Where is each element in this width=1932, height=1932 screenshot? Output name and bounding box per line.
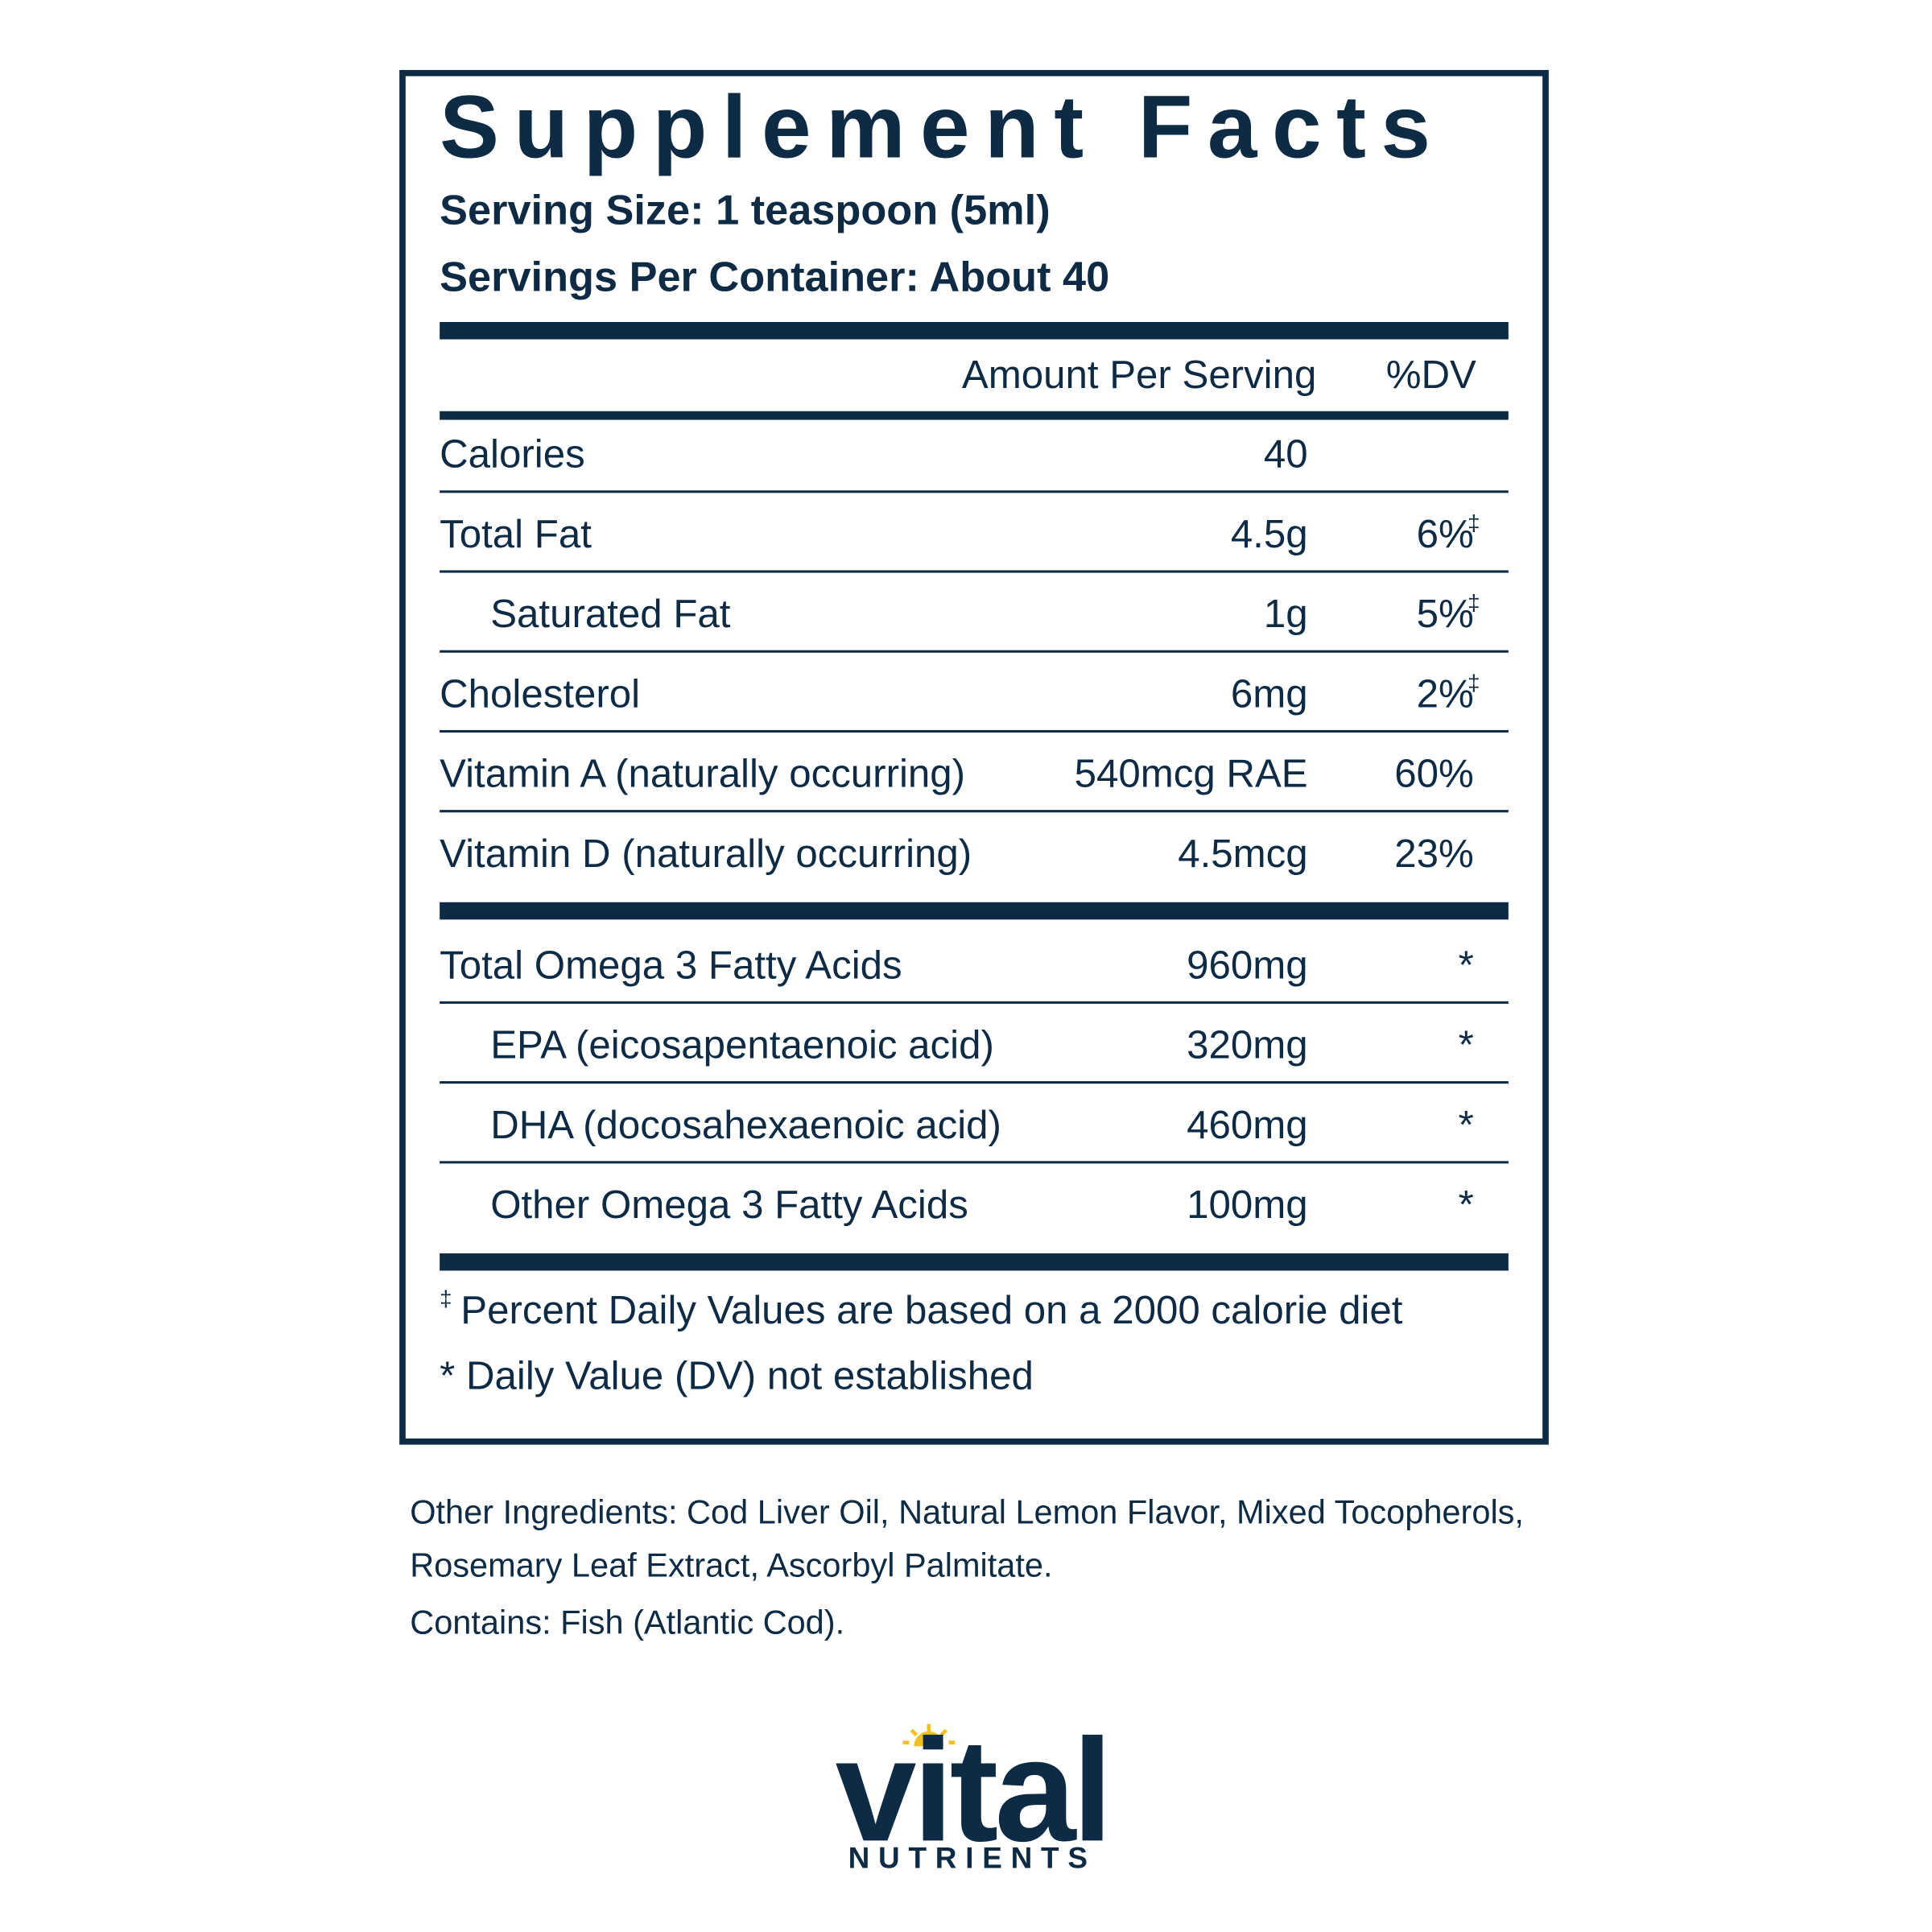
ingredients: Rosemary Leaf Extract, Ascorbyl Palmitat… bbox=[410, 1546, 1052, 1584]
nutrient-amount: 960mg bbox=[1187, 943, 1308, 987]
nutrient-amount: 4.5mcg bbox=[1178, 832, 1307, 876]
footnote: * Daily Value (DV) not established bbox=[440, 1353, 1034, 1397]
nutrient-dv: 6% bbox=[1417, 512, 1474, 556]
nutrient-name: EPA (eicosapentaenoic acid) bbox=[490, 1023, 994, 1067]
nutrient-dv: 5% bbox=[1417, 592, 1474, 636]
footnote-symbol: ‡ bbox=[440, 1286, 452, 1311]
row-rule bbox=[440, 1001, 1509, 1004]
row-rule bbox=[440, 1161, 1509, 1164]
nutrient-amount: 6mg bbox=[1231, 671, 1308, 716]
nutrient-dv: 23% bbox=[1394, 832, 1474, 876]
nutrient-amount: 40 bbox=[1264, 432, 1308, 477]
dv-mark: ‡ bbox=[1468, 510, 1480, 535]
column-header: Amount Per Serving bbox=[962, 353, 1316, 397]
nutrient-amount: 320mg bbox=[1187, 1023, 1308, 1067]
nutrient-name: Calories bbox=[440, 432, 585, 477]
servings-per-container: Servings Per Container: About 40 bbox=[440, 254, 1109, 301]
label-border bbox=[399, 69, 1549, 1445]
nutrient-name: Saturated Fat bbox=[490, 592, 731, 636]
nutrient-amount: 460mg bbox=[1187, 1103, 1308, 1147]
footnote: Percent Daily Values are based on a 2000… bbox=[460, 1288, 1402, 1332]
thick-rule bbox=[440, 902, 1509, 920]
thick-rule bbox=[440, 1253, 1509, 1271]
nutrient-amount: 1g bbox=[1264, 592, 1308, 636]
serving-size: Serving Size: 1 teaspoon (5ml) bbox=[440, 187, 1050, 233]
nutrient-amount: 4.5g bbox=[1231, 512, 1308, 556]
nutrient-dv: * bbox=[1459, 1183, 1474, 1227]
dv-mark: ‡ bbox=[1468, 590, 1480, 615]
nutrient-dv: * bbox=[1459, 1023, 1474, 1067]
row-rule bbox=[440, 729, 1509, 733]
nutrient-name: Total Fat bbox=[440, 512, 592, 556]
nutrient-dv: 2% bbox=[1417, 671, 1474, 716]
ingredients: Other Ingredients: Cod Liver Oil, Natura… bbox=[410, 1493, 1524, 1531]
nutrient-name: Other Omega 3 Fatty Acids bbox=[490, 1183, 968, 1227]
row-rule bbox=[440, 570, 1509, 573]
contains: Contains: Fish (Atlantic Cod). bbox=[410, 1603, 844, 1641]
title: Supplement Facts bbox=[440, 77, 1445, 176]
nutrient-name: Total Omega 3 Fatty Acids bbox=[440, 943, 902, 987]
logo-tagline: NUTRIENTS bbox=[848, 1842, 1096, 1875]
nutrient-name: DHA (docosahexaenoic acid) bbox=[490, 1103, 1001, 1147]
thick-rule bbox=[440, 322, 1509, 340]
nutrient-name: Vitamin A (naturally occurring) bbox=[440, 752, 965, 796]
header-rule bbox=[440, 411, 1509, 420]
nutrient-dv: * bbox=[1459, 943, 1474, 987]
column-header: %DV bbox=[1386, 353, 1476, 397]
dv-mark: ‡ bbox=[1468, 670, 1480, 695]
nutrient-dv: * bbox=[1459, 1103, 1474, 1147]
nutrient-name: Cholesterol bbox=[440, 671, 640, 716]
row-rule bbox=[440, 490, 1509, 493]
nutrient-dv: 60% bbox=[1394, 752, 1474, 796]
row-rule bbox=[440, 810, 1509, 813]
logo-name: vital bbox=[836, 1709, 1109, 1872]
nutrient-amount: 540mcg RAE bbox=[1075, 752, 1308, 796]
row-rule bbox=[440, 650, 1509, 653]
nutrient-name: Vitamin D (naturally occurring) bbox=[440, 832, 972, 876]
row-rule bbox=[440, 1081, 1509, 1084]
nutrient-amount: 100mg bbox=[1187, 1183, 1308, 1227]
logo-sun bbox=[902, 1724, 956, 1747]
